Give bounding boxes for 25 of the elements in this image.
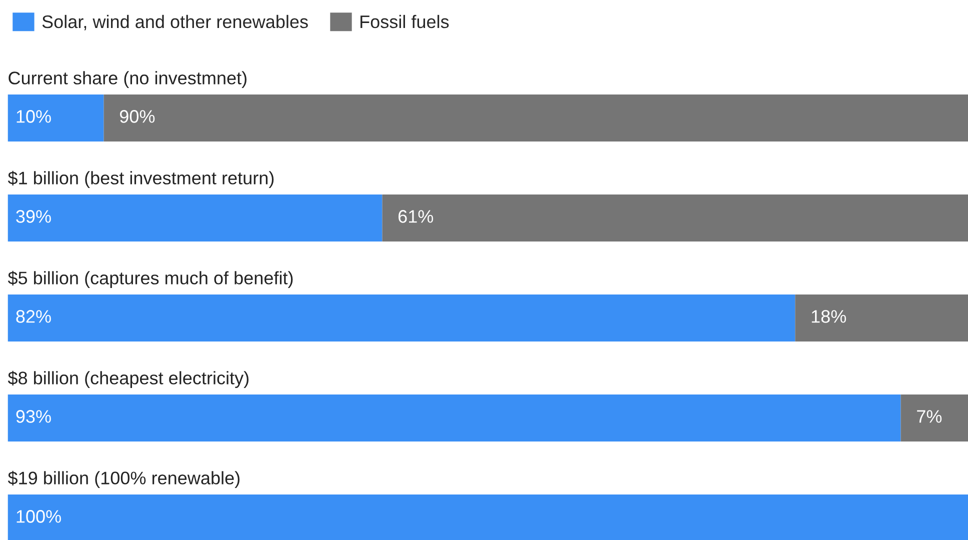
bar bbox=[900, 394, 968, 442]
bar bbox=[104, 94, 968, 142]
legend-label: Solar, wind and other renewables bbox=[42, 14, 308, 30]
data-label: 7% bbox=[917, 410, 942, 423]
bar bbox=[8, 394, 901, 442]
legend-label: Fossil fuels bbox=[360, 14, 449, 28]
bar bbox=[382, 194, 968, 242]
bar bbox=[8, 194, 382, 242]
y-tick-label: $8 billion (cheapest electricity) bbox=[8, 370, 248, 388]
y-tick-label: $1 billion (best investment return) bbox=[8, 170, 274, 188]
bar bbox=[8, 294, 796, 342]
data-label: 82% bbox=[16, 310, 51, 323]
bar bbox=[8, 94, 104, 142]
data-label: 61% bbox=[398, 210, 434, 223]
y-tick-label: $5 billion (captures much of benefit) bbox=[8, 270, 293, 288]
data-label: 100% bbox=[16, 510, 61, 523]
data-label: 18% bbox=[812, 310, 846, 323]
bar bbox=[795, 294, 968, 342]
data-label: 90% bbox=[120, 110, 155, 123]
y-tick-label: $19 billion (100% renewable) bbox=[8, 470, 240, 488]
data-label: 10% bbox=[16, 110, 51, 123]
y-tick-label: Current share (no investmnet) bbox=[8, 71, 246, 88]
data-label: 93% bbox=[16, 410, 51, 423]
bar bbox=[8, 494, 968, 540]
data-label: 39% bbox=[16, 210, 51, 223]
